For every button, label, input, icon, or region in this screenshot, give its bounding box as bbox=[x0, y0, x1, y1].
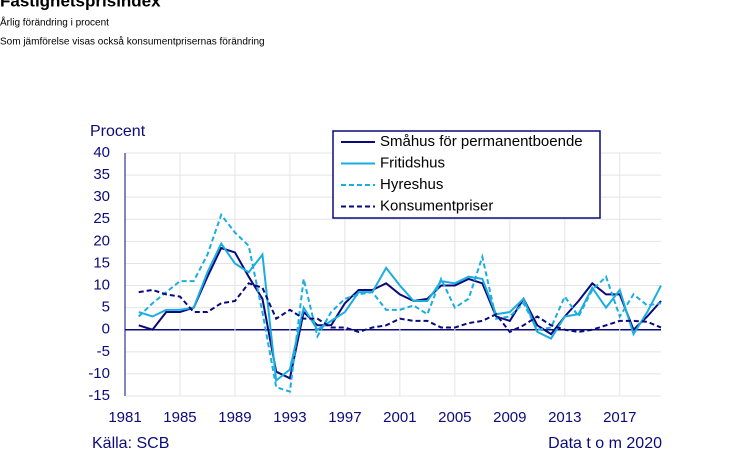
y-tick-label: 15 bbox=[93, 254, 110, 271]
x-tick-label: 2001 bbox=[383, 409, 416, 426]
source: Källa: SCB bbox=[92, 435, 169, 452]
series-line bbox=[138, 212, 662, 393]
chart-subtitle: Som jämförelse visas också konsumentpris… bbox=[0, 36, 265, 48]
y-tick-label: 20 bbox=[93, 232, 110, 249]
y-tick-label: 25 bbox=[93, 210, 110, 227]
y-axis-label: Procent bbox=[90, 123, 146, 140]
x-tick-label: 1981 bbox=[108, 409, 141, 426]
x-tick-label: 2017 bbox=[603, 409, 636, 426]
y-tick-label: -5 bbox=[97, 343, 110, 360]
y-tick-label: 0 bbox=[102, 321, 110, 338]
y-tick-label: 10 bbox=[93, 277, 110, 294]
chart-subtitle: Årlig förändring i procent bbox=[0, 16, 109, 29]
y-tick-label: 35 bbox=[93, 166, 110, 183]
x-tick-label: 2013 bbox=[548, 409, 581, 426]
y-tick-label: -10 bbox=[88, 365, 110, 382]
x-tick-label: 1989 bbox=[218, 409, 251, 426]
series-line bbox=[138, 241, 662, 383]
x-tick-label: 1997 bbox=[328, 409, 361, 426]
x-tick-label: 2005 bbox=[438, 409, 471, 426]
legend-label: Konsumentpriser bbox=[380, 197, 493, 214]
x-tick-label: 1985 bbox=[163, 409, 196, 426]
y-tick-label: 40 bbox=[93, 144, 110, 161]
chart-title: Fastighetsprisindex bbox=[0, 0, 161, 10]
legend-label: Småhus för permanentboende bbox=[380, 133, 583, 150]
y-tick-label: 5 bbox=[102, 299, 110, 316]
legend-box bbox=[332, 130, 601, 219]
x-tick-label: 1993 bbox=[273, 409, 306, 426]
legend-label: Hyreshus bbox=[380, 176, 443, 193]
y-tick-label: 30 bbox=[93, 188, 110, 205]
y-tick-label: -15 bbox=[88, 387, 110, 404]
x-tick-label: 2009 bbox=[493, 409, 526, 426]
series-line bbox=[138, 282, 662, 334]
note: Data t o m 2020 bbox=[548, 435, 662, 452]
legend-label: Fritidshus bbox=[380, 154, 445, 171]
